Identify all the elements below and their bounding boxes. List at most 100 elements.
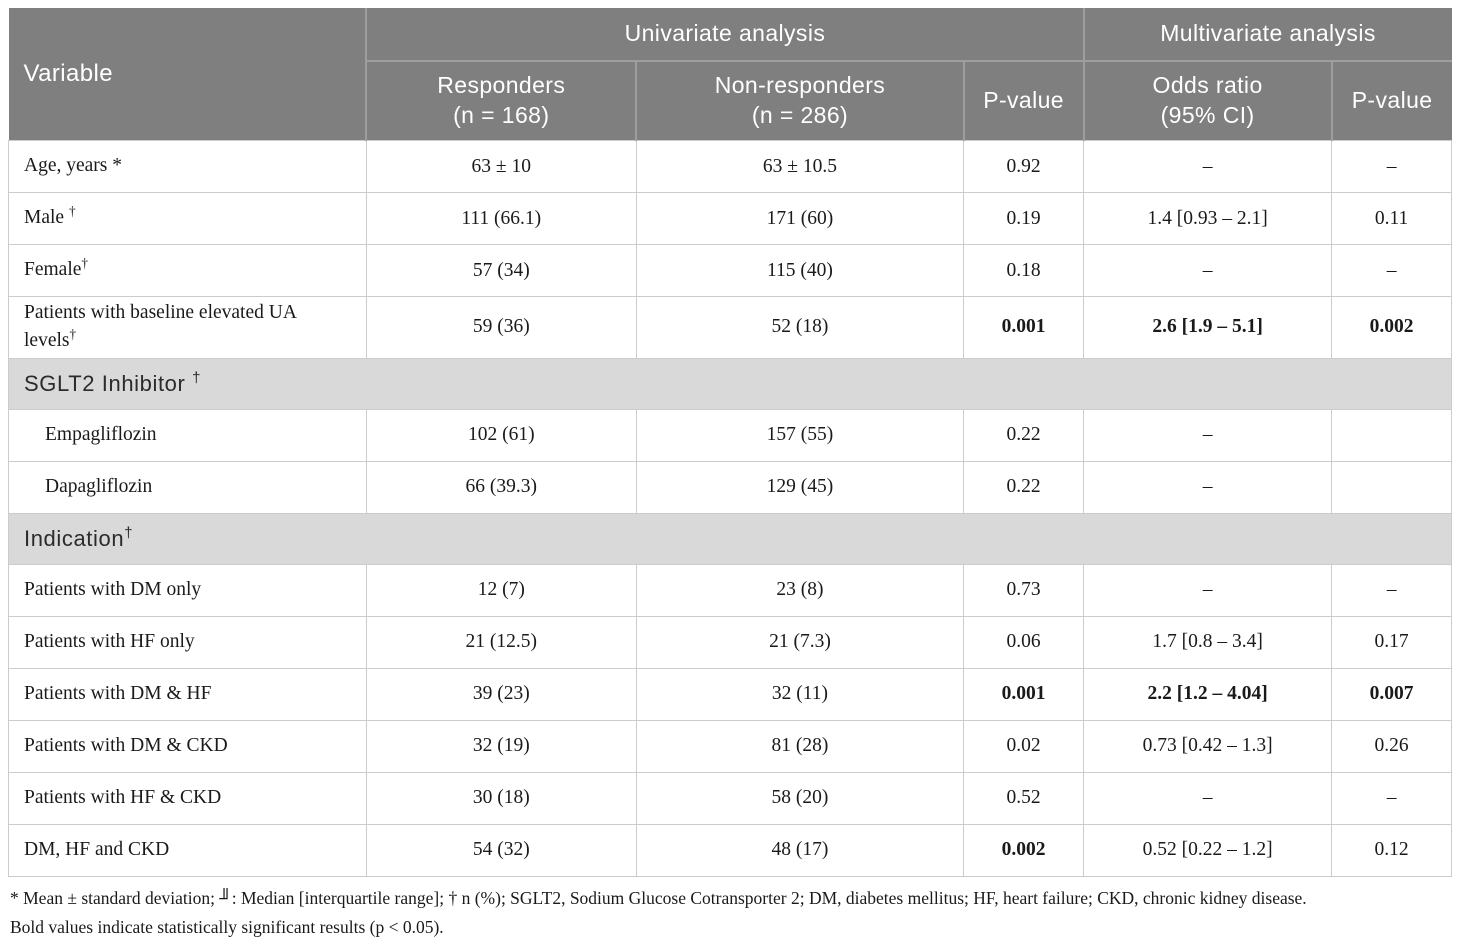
cell-responders: 21 (12.5)	[365, 615, 637, 669]
cell-odds-ratio: –	[1082, 244, 1333, 297]
column-header-line: (n = 286)	[751, 102, 849, 128]
cell-responders: 63 ± 10	[365, 140, 637, 193]
cell-pvalue-univariate: 0.19	[963, 192, 1084, 245]
cell-pvalue-multivariate: 0.12	[1331, 823, 1452, 877]
footnote-line-2: Bold values indicate statistically signi…	[10, 916, 444, 937]
column-group-univariate: Univariate analysis	[365, 8, 1085, 62]
table-row: Patients with HF only 21 (12.5) 21 (7.3) 0.…	[8, 615, 1452, 669]
cell-nonresponders: 81 (28)	[635, 719, 965, 773]
cell-pvalue-multivariate	[1331, 460, 1452, 514]
row-label: Male †	[8, 192, 367, 245]
column-header-line: Responders	[437, 72, 566, 99]
cell-odds-ratio: –	[1082, 140, 1333, 193]
cell-odds-ratio: –	[1082, 563, 1333, 617]
table-row: Patients with DM & CKD 32 (19) 81 (28) 0.02…	[8, 719, 1452, 773]
cell-pvalue-multivariate: –	[1331, 244, 1452, 297]
cell-odds-ratio: 0.52 [0.22 – 1.2]	[1082, 823, 1333, 877]
cell-pvalue-univariate: 0.92	[963, 140, 1084, 193]
cell-pvalue-univariate: 0.18	[963, 244, 1084, 297]
cell-pvalue-univariate: 0.06	[963, 615, 1084, 669]
row-label: Female†	[8, 244, 367, 297]
cell-pvalue-multivariate: –	[1331, 771, 1452, 825]
section-label: SGLT2 Inhibitor †	[8, 357, 1452, 410]
section-row: SGLT2 Inhibitor †	[8, 357, 1452, 410]
table-row: Male † 111 (66.1) 171 (60) 0.19 1.4 [0.93 – …	[8, 192, 1452, 245]
cell-odds-ratio: 1.4 [0.93 – 2.1]	[1082, 192, 1333, 245]
cell-pvalue-univariate: 0.02	[963, 719, 1084, 773]
cell-responders: 54 (32)	[365, 823, 637, 877]
cell-nonresponders: 171 (60)	[635, 192, 965, 245]
cell-pvalue-multivariate: 0.002	[1331, 296, 1452, 359]
table-row: DM, HF and CKD 54 (32) 48 (17) 0.002 0.52 [0…	[8, 823, 1452, 877]
cell-nonresponders: 115 (40)	[635, 244, 965, 297]
cell-nonresponders: 32 (11)	[635, 667, 965, 721]
footnote-line-1: * Mean ± standard deviation; ╜: Median […	[10, 887, 1307, 908]
cell-pvalue-multivariate: –	[1331, 140, 1452, 193]
cell-odds-ratio: 2.2 [1.2 – 4.04]	[1082, 667, 1333, 721]
row-label: Dapagliflozin	[8, 460, 367, 514]
column-group-multivariate: Multivariate analysis	[1082, 8, 1452, 62]
cell-nonresponders: 58 (20)	[635, 771, 965, 825]
cell-pvalue-univariate: 0.22	[963, 408, 1084, 462]
cell-responders: 59 (36)	[365, 296, 637, 359]
column-header-odds-ratio: Odds ratio (95% CI)	[1082, 60, 1333, 141]
row-label: Empagliflozin	[8, 408, 367, 462]
table-row: Patients with DM only 12 (7) 23 (8) 0.73– –	[8, 563, 1452, 617]
analysis-table: Variable Univariate analysis Multivariat…	[8, 8, 1452, 877]
cell-pvalue-multivariate: 0.17	[1331, 615, 1452, 669]
row-label: Age, years *	[8, 140, 367, 193]
table-body: Age, years * 63 ± 10 63 ± 10.5 0.92– – Male †…	[8, 140, 1452, 877]
row-label: DM, HF and CKD	[8, 823, 367, 877]
column-header-line: P-value	[983, 87, 1065, 114]
cell-pvalue-univariate: 0.52	[963, 771, 1084, 825]
table-row: Patients with baseline elevated UA level…	[8, 296, 1452, 359]
column-header-responders: Responders (n = 168)	[365, 60, 638, 141]
column-header-nonresponders: Non-responders (n = 286)	[635, 60, 965, 141]
row-label: Patients with HF only	[8, 615, 367, 669]
table-row: Patients with HF & CKD 30 (18) 58 (20) 0.52…	[8, 771, 1452, 825]
cell-nonresponders: 157 (55)	[635, 408, 965, 462]
table-row: Female† 57 (34) 115 (40) 0.18– –	[8, 244, 1452, 297]
column-header-variable: Variable	[8, 8, 368, 141]
cell-responders: 66 (39.3)	[365, 460, 637, 514]
row-label: Patients with DM & HF	[8, 667, 367, 721]
cell-pvalue-univariate: 0.001	[963, 667, 1084, 721]
cell-odds-ratio: 0.73 [0.42 – 1.3]	[1082, 719, 1333, 773]
cell-nonresponders: 23 (8)	[635, 563, 965, 617]
section-row: Indication†	[8, 512, 1452, 565]
cell-pvalue-univariate: 0.002	[963, 823, 1084, 877]
cell-responders: 111 (66.1)	[365, 192, 637, 245]
column-header-line: (95% CI)	[1160, 102, 1255, 128]
table-footnote: * Mean ± standard deviation; ╜: Median […	[8, 877, 1452, 952]
cell-nonresponders: 21 (7.3)	[635, 615, 965, 669]
column-header-pvalue-multivariate: P-value	[1330, 60, 1452, 141]
cell-responders: 12 (7)	[365, 563, 637, 617]
cell-pvalue-univariate: 0.001	[963, 296, 1084, 359]
cell-odds-ratio: –	[1082, 771, 1333, 825]
row-label: Patients with baseline elevated UA level…	[8, 296, 367, 359]
cell-odds-ratio: 1.7 [0.8 – 3.4]	[1082, 615, 1333, 669]
table-header: Variable Univariate analysis Multivariat…	[8, 8, 1452, 141]
cell-nonresponders: 129 (45)	[635, 460, 965, 514]
column-header-pvalue-univariate: P-value	[962, 60, 1085, 141]
cell-pvalue-univariate: 0.73	[963, 563, 1084, 617]
cell-odds-ratio: 2.6 [1.9 – 5.1]	[1082, 296, 1333, 359]
cell-pvalue-multivariate: 0.26	[1331, 719, 1452, 773]
cell-responders: 57 (34)	[365, 244, 637, 297]
column-header-line: P-value	[1351, 87, 1433, 114]
table-row: Empagliflozin 102 (61) 157 (55) 0.22–	[8, 408, 1452, 462]
row-label: Patients with DM & CKD	[8, 719, 367, 773]
cell-responders: 39 (23)	[365, 667, 637, 721]
cell-responders: 32 (19)	[365, 719, 637, 773]
row-label: Patients with HF & CKD	[8, 771, 367, 825]
cell-nonresponders: 48 (17)	[635, 823, 965, 877]
table-row: Age, years * 63 ± 10 63 ± 10.5 0.92– –	[8, 140, 1452, 193]
cell-pvalue-multivariate: –	[1331, 563, 1452, 617]
cell-nonresponders: 63 ± 10.5	[635, 140, 965, 193]
cell-responders: 30 (18)	[365, 771, 637, 825]
column-header-line: Non-responders	[714, 72, 886, 99]
row-label: Patients with DM only	[8, 563, 367, 617]
cell-odds-ratio: –	[1082, 460, 1333, 514]
cell-pvalue-multivariate: 0.11	[1331, 192, 1452, 245]
column-header-line: (n = 168)	[453, 102, 550, 128]
